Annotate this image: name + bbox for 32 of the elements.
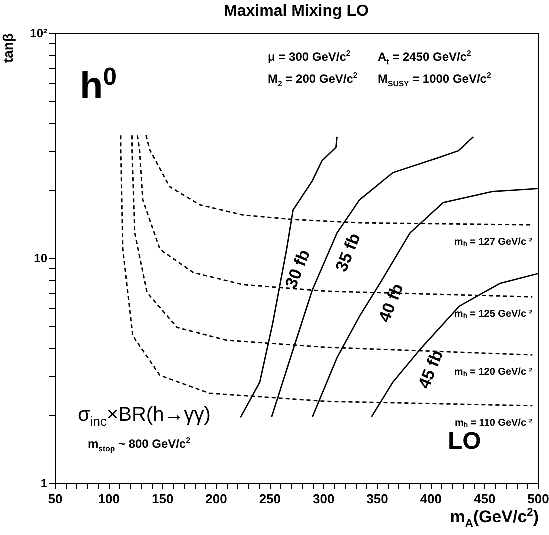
annotation: LO — [448, 428, 482, 455]
x-tick-label: 50 — [48, 492, 63, 506]
annotation: μ = 300 GeV/c$^{2}$ — [268, 49, 351, 64]
series-label: mₕ = 125 GeV/c ² — [454, 309, 534, 320]
series-label: mₕ = 110 GeV/c ² — [454, 418, 534, 429]
annotation: h$^{0}$ — [80, 64, 117, 108]
x-tick-label: 100 — [98, 492, 120, 506]
x-tick-label: 200 — [206, 492, 228, 506]
x-axis-title: m$_{A}$(GeV/c$^{2}$) — [450, 507, 539, 530]
text: 40 fb — [374, 281, 408, 326]
x-tick-label: 300 — [312, 492, 335, 506]
x-tick-label: 350 — [366, 492, 388, 506]
y-tick-label: 10 — [34, 252, 48, 266]
annotation: M$_{2}$ = 200 GeV/c$^{2}$ — [268, 71, 358, 88]
x-tick-label: 150 — [152, 492, 174, 506]
series-label: mₕ = 120 GeV/c ² — [454, 367, 534, 378]
y-tick-label: 1 — [40, 476, 48, 490]
y-axis-title: tanβ — [0, 33, 16, 64]
annotation: σ$_{inc}$×BR(h→γγ) — [78, 404, 211, 429]
x-tick-label: 250 — [259, 492, 282, 506]
x-tick-label: 400 — [420, 492, 442, 506]
text: 35 fb — [332, 230, 365, 275]
y-tick-label: 10² — [30, 26, 48, 40]
chart-title: Maximal Mixing LO — [224, 3, 369, 20]
annotation: M$_{SUSY}$ = 1000 GeV/c$^{2}$ — [378, 71, 492, 88]
x-tick-label: 450 — [474, 492, 496, 506]
text: 45 fb — [414, 348, 448, 392]
annotation: A$_{t}$ = 2450 GeV/c$^{2}$ — [378, 49, 472, 66]
x-tick-label: 500 — [528, 492, 549, 506]
text: 30 fb — [282, 247, 314, 292]
annotation: m$_{stop}$ ~ 800 GeV/c$^{2}$ — [88, 436, 191, 454]
series-label: mₕ = 127 GeV/c ² — [454, 237, 534, 248]
